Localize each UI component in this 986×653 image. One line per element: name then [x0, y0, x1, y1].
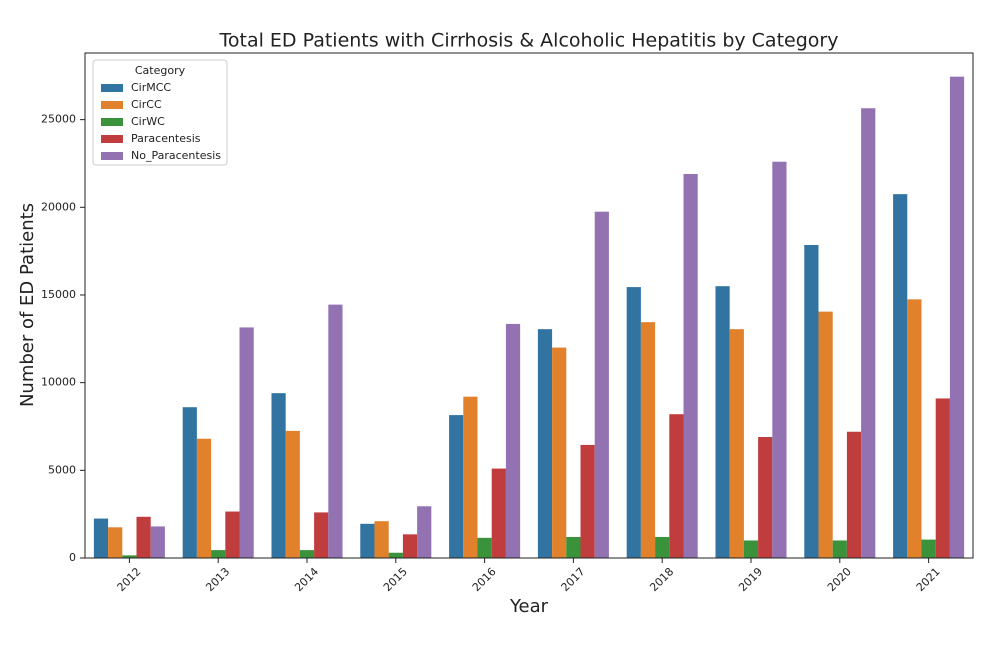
bar	[449, 415, 464, 558]
bar	[832, 540, 847, 558]
bar	[804, 245, 819, 559]
bar	[669, 414, 684, 558]
bar	[758, 437, 773, 558]
plot-frame	[84, 52, 974, 559]
bar	[907, 299, 922, 558]
bar	[463, 396, 478, 558]
bar	[921, 539, 936, 558]
bar	[552, 347, 567, 558]
bar	[196, 438, 212, 558]
legend-title: Category	[135, 64, 186, 77]
bar	[477, 537, 492, 558]
bar	[271, 393, 286, 558]
bar	[225, 511, 240, 558]
legend-label: CirMCC	[131, 81, 171, 94]
x-tick-label: 2012	[115, 565, 144, 594]
bar	[772, 161, 787, 558]
bar	[108, 527, 123, 558]
bar	[417, 506, 432, 558]
legend-swatch	[101, 84, 123, 92]
bar	[935, 398, 950, 558]
y-axis-title: Number of ED Patients	[17, 203, 38, 407]
bar	[150, 526, 165, 558]
y-tick-label: 20000	[41, 200, 76, 213]
bar	[328, 304, 343, 558]
legend-label: No_Paracentesis	[131, 149, 221, 162]
x-tick-label: 2019	[736, 565, 765, 594]
bar	[729, 329, 744, 558]
y-tick-label: 15000	[41, 288, 76, 301]
x-tick-label: 2021	[914, 565, 943, 594]
legend-swatch	[101, 118, 123, 126]
x-tick-label: 2018	[647, 565, 676, 594]
y-tick-label: 0	[69, 551, 76, 564]
bar	[211, 550, 226, 558]
bar	[626, 287, 641, 558]
bar	[743, 540, 759, 558]
legend-box	[92, 59, 228, 166]
y-tick-label: 5000	[48, 463, 76, 476]
bar	[715, 286, 730, 558]
x-tick-label: 2015	[381, 565, 410, 594]
bar	[594, 211, 609, 558]
bar	[285, 430, 300, 558]
legend-swatch	[101, 135, 123, 143]
x-axis-title: Year	[509, 596, 549, 617]
bar	[640, 322, 656, 558]
bar	[182, 407, 197, 558]
bar	[818, 311, 833, 558]
x-tick-label: 2013	[203, 565, 232, 594]
bar	[122, 555, 137, 558]
legend-label: CirCC	[131, 98, 162, 111]
legend-label: Paracentesis	[131, 132, 201, 145]
bar	[93, 518, 109, 558]
bar	[655, 536, 670, 558]
y-tick-label: 10000	[41, 376, 76, 389]
x-tick-label: 2020	[825, 565, 854, 594]
bar	[893, 194, 908, 558]
bar	[683, 173, 698, 559]
bar	[299, 550, 315, 558]
bar	[505, 323, 521, 558]
chart-title: Total ED Patients with Cirrhosis & Alcoh…	[219, 30, 839, 52]
bar	[314, 512, 329, 558]
bar	[861, 108, 876, 558]
bar	[580, 444, 595, 558]
legend-swatch	[101, 101, 123, 109]
bar	[239, 327, 254, 558]
legend-swatch	[101, 152, 123, 160]
bar	[566, 536, 581, 558]
y-tick-label: 25000	[41, 113, 76, 126]
bar	[360, 523, 375, 558]
bar	[388, 552, 403, 558]
bar	[136, 516, 151, 558]
x-tick-label: 2017	[559, 565, 588, 594]
bar	[949, 76, 965, 558]
x-tick-label: 2014	[292, 565, 321, 594]
bar	[846, 431, 862, 558]
bar	[537, 329, 553, 558]
legend-label: CirWC	[131, 115, 165, 128]
x-tick-label: 2016	[470, 565, 499, 594]
bar	[374, 521, 389, 558]
bar	[402, 534, 418, 558]
bar	[491, 468, 506, 558]
